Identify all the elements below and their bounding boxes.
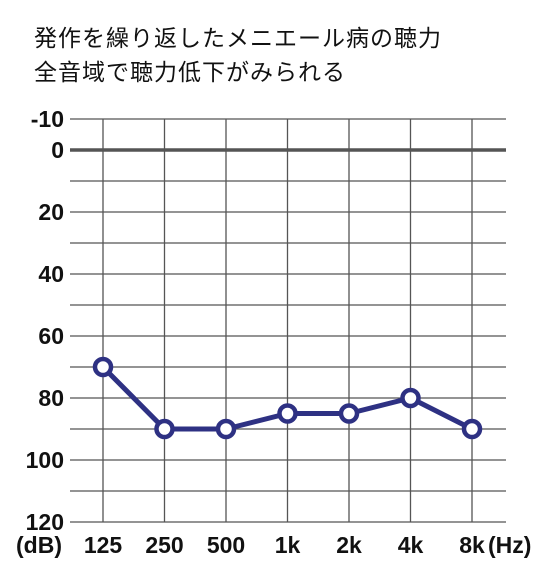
data-point: [461, 418, 483, 440]
y-tick-label: 0: [51, 137, 64, 163]
data-point: [277, 403, 298, 424]
x-tick-labels: 125 250 500 1k 2k 4k 8k: [84, 532, 485, 558]
x-tick-label: 250: [145, 532, 183, 558]
chart-title-line-1: 発作を繰り返したメニエール病の聴力: [34, 26, 442, 52]
x-tick-label: 125: [84, 532, 123, 558]
data-point: [215, 418, 237, 440]
data-point: [338, 403, 360, 424]
x-tick-label: 8k: [459, 532, 485, 558]
series-threshold: [92, 356, 483, 440]
y-unit-label: (dB): [16, 532, 62, 558]
y-tick-label: 120: [26, 509, 64, 535]
x-unit-label: (Hz): [488, 532, 531, 558]
x-tick-label: 1k: [275, 532, 301, 558]
y-tick-label: -10: [31, 106, 64, 132]
x-tick-label: 2k: [336, 532, 362, 558]
x-tick-label: 4k: [398, 532, 424, 558]
y-tick-label: 80: [38, 385, 64, 411]
y-tick-label: 40: [38, 261, 64, 287]
data-point: [92, 356, 114, 378]
data-point: [154, 418, 175, 440]
y-tick-label: 60: [38, 323, 64, 349]
y-tick-labels: -10 0 20 40 60 80 100 120: [26, 106, 64, 535]
x-tick-label: 500: [207, 532, 245, 558]
y-tick-label: 20: [38, 199, 64, 225]
chart-title-line-2: 全音域で聴力低下がみられる: [34, 60, 346, 86]
y-tick-label: 100: [26, 447, 64, 473]
data-point: [400, 387, 421, 409]
grid-lines: [70, 118, 506, 523]
